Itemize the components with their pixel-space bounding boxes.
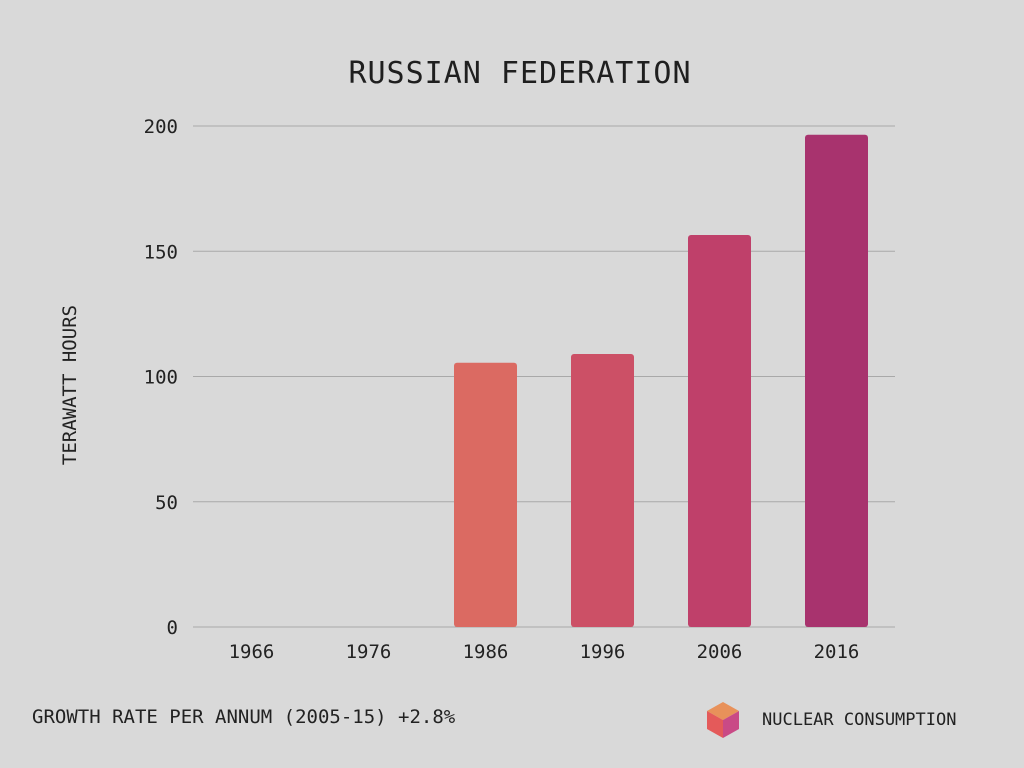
- growth-rate-text: GROWTH RATE PER ANNUM (2005-15) +2.8%: [32, 706, 456, 728]
- bar-chart: 0 50 100 150 200 1966 1976 1986 1996 2006 2016: [144, 116, 895, 663]
- legend-label: NUCLEAR CONSUMPTION: [762, 710, 957, 730]
- x-tick-label: 1996: [580, 641, 626, 663]
- bar-2006: [688, 234, 751, 627]
- y-tick-label: 150: [144, 241, 178, 263]
- bar-1996: [571, 353, 634, 627]
- bar-2016: [805, 134, 868, 627]
- y-tick-label: 100: [144, 367, 178, 389]
- x-tick-label: 1966: [229, 641, 275, 663]
- x-tick-label: 1986: [463, 641, 509, 663]
- x-tick-label: 2006: [697, 641, 743, 663]
- y-tick-label: 50: [155, 492, 178, 514]
- chart-title: RUSSIAN FEDERATION: [348, 56, 692, 91]
- legend: NUCLEAR CONSUMPTION: [706, 700, 956, 740]
- x-tick-label: 2016: [814, 641, 860, 663]
- x-tick-label: 1976: [346, 641, 392, 663]
- y-tick-label: 200: [144, 116, 178, 138]
- bar-1986: [454, 362, 517, 627]
- y-tick-label: 0: [167, 617, 178, 639]
- cube-icon: [707, 702, 739, 738]
